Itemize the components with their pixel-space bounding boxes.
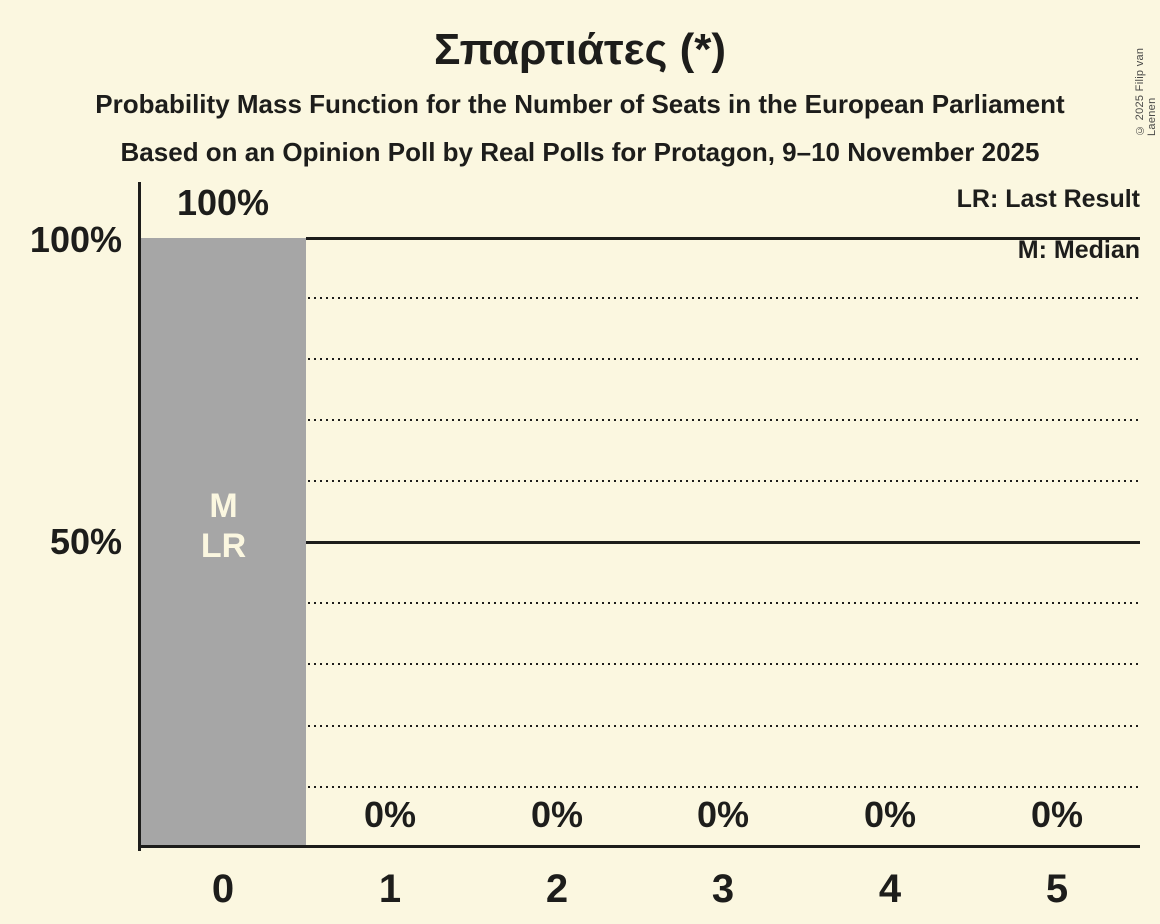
gridline-80 (140, 358, 1140, 360)
chart-title: Σπαρτιάτες (*) (433, 25, 727, 74)
gridline-30 (140, 663, 1140, 665)
plot-area: M LR (140, 237, 1140, 848)
legend-last-result: LR: Last Result (956, 185, 1140, 213)
gridline-90 (140, 297, 1140, 299)
x-tick-1: 1 (378, 867, 402, 911)
y-tick-100: 100% (29, 219, 122, 260)
median-marker: M (209, 487, 238, 525)
copyright-notice: © 2025 Filip van Laenen (1134, 47, 1158, 136)
y-tick-50: 50% (49, 521, 122, 562)
bar-annotation-markers: M LR (141, 486, 306, 566)
bar-value-label-4: 0% (863, 794, 917, 835)
gridline-10 (140, 786, 1140, 788)
gridline-20 (140, 725, 1140, 727)
bar-value-label-5: 0% (1030, 794, 1084, 835)
gridline-70 (140, 419, 1140, 421)
bar-value-label-0: 100% (176, 182, 270, 223)
bar-value-label-1: 0% (363, 794, 417, 835)
bar-seat-0: M LR (141, 238, 306, 845)
x-tick-0: 0 (211, 867, 235, 911)
bar-value-label-3: 0% (696, 794, 750, 835)
x-tick-2: 2 (545, 867, 569, 911)
gridline-40 (140, 602, 1140, 604)
y-axis (138, 182, 141, 851)
chart-subtitle-poll-source: Based on an Opinion Poll by Real Polls f… (120, 137, 1040, 167)
gridline-100 (306, 237, 1140, 240)
legend-median: M: Median (1017, 236, 1140, 264)
gridline-60 (140, 480, 1140, 482)
x-tick-3: 3 (711, 867, 735, 911)
gridline-50 (140, 541, 1140, 544)
bar-value-label-2: 0% (530, 794, 584, 835)
chart-subtitle-description: Probability Mass Function for the Number… (95, 89, 1065, 119)
x-tick-4: 4 (878, 867, 902, 911)
last-result-marker: LR (200, 527, 247, 565)
x-tick-5: 5 (1045, 867, 1069, 911)
